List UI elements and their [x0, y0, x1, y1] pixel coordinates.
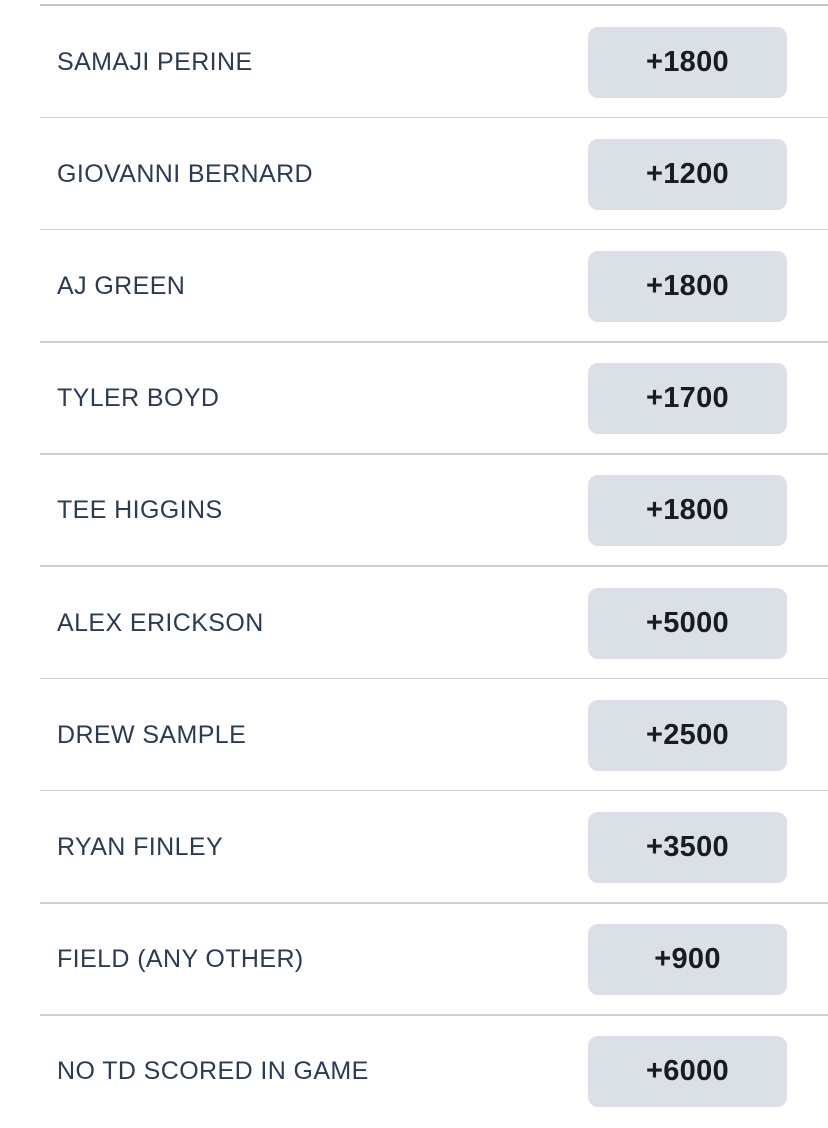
odds-button[interactable]: +1200	[588, 138, 787, 210]
odds-value: +1800	[646, 494, 729, 527]
odds-button[interactable]: +6000	[588, 1036, 787, 1108]
odds-button[interactable]: +1800	[588, 475, 787, 547]
odds-value: +1800	[646, 45, 729, 78]
odds-row: TYLER BOYD +1700	[0, 343, 828, 455]
odds-value: +5000	[646, 606, 729, 639]
odds-row: RYAN FINLEY +3500	[0, 791, 828, 904]
odds-row: GIOVANNI BERNARD +1200	[0, 118, 828, 231]
selection-name: GIOVANNI BERNARD	[57, 159, 313, 188]
odds-row: SAMAJI PERINE +1800	[0, 6, 828, 119]
selection-name: TYLER BOYD	[57, 384, 220, 413]
odds-button[interactable]: +2500	[588, 699, 787, 771]
selection-name: FIELD (ANY OTHER)	[57, 945, 304, 974]
odds-button[interactable]: +3500	[588, 811, 787, 883]
odds-row: ALEX ERICKSON +5000	[0, 567, 828, 680]
odds-value: +1800	[646, 269, 729, 302]
odds-value: +6000	[646, 1055, 729, 1088]
odds-button[interactable]: +1800	[588, 26, 787, 98]
selection-name: RYAN FINLEY	[57, 832, 224, 861]
odds-button[interactable]: +900	[588, 924, 787, 996]
selection-name: DREW SAMPLE	[57, 720, 247, 749]
odds-row: NO TD SCORED IN GAME +6000	[0, 1016, 828, 1128]
odds-row: FIELD (ANY OTHER) +900	[0, 904, 828, 1016]
selection-name: TEE HIGGINS	[57, 496, 223, 525]
odds-selection-list: SAMAJI PERINE +1800 GIOVANNI BERNARD +12…	[0, 6, 828, 1128]
selection-name: SAMAJI PERINE	[57, 47, 253, 76]
top-divider-line	[40, 4, 828, 6]
selection-name: AJ GREEN	[57, 271, 186, 300]
odds-button[interactable]: +5000	[588, 587, 787, 659]
odds-value: +900	[654, 943, 721, 976]
odds-value: +3500	[646, 830, 729, 863]
odds-value: +2500	[646, 718, 729, 751]
odds-row: DREW SAMPLE +2500	[0, 679, 828, 792]
odds-value: +1700	[646, 382, 729, 415]
odds-value: +1200	[646, 157, 729, 190]
odds-button[interactable]: +1800	[588, 250, 787, 322]
selection-name: ALEX ERICKSON	[57, 608, 264, 637]
odds-button[interactable]: +1700	[588, 363, 787, 435]
selection-name: NO TD SCORED IN GAME	[57, 1057, 369, 1086]
odds-row: TEE HIGGINS +1800	[0, 455, 828, 568]
odds-row: AJ GREEN +1800	[0, 230, 828, 343]
